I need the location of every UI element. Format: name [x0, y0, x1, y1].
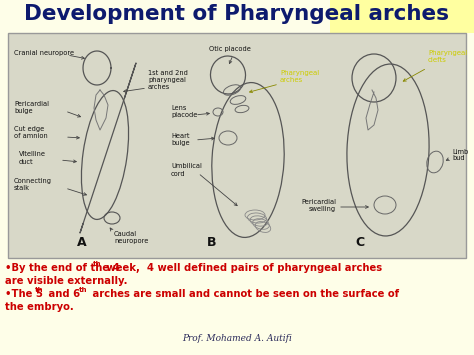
Text: Heart
bulge: Heart bulge: [171, 132, 190, 146]
Text: Limb
bud: Limb bud: [452, 148, 468, 162]
Text: arches are small and cannot be seen on the surface of: arches are small and cannot be seen on t…: [89, 289, 399, 299]
Text: Cranial neuropore: Cranial neuropore: [14, 50, 74, 56]
Text: th: th: [35, 286, 44, 293]
Text: the embryo.: the embryo.: [5, 302, 74, 312]
Text: B: B: [207, 235, 217, 248]
FancyBboxPatch shape: [330, 0, 474, 33]
Text: Prof. Mohamed A. Autifi: Prof. Mohamed A. Autifi: [182, 334, 292, 343]
Text: Umbilical
cord: Umbilical cord: [171, 164, 202, 176]
Text: and 6: and 6: [45, 289, 80, 299]
Text: Pericardial
bulge: Pericardial bulge: [14, 100, 49, 114]
Text: Pericardial
swelling: Pericardial swelling: [301, 200, 336, 213]
Text: week,  4 well defined pairs of pharyngeal arches: week, 4 well defined pairs of pharyngeal…: [103, 263, 382, 273]
Text: Caudal
neuropore: Caudal neuropore: [114, 231, 148, 245]
Text: Connecting
stalk: Connecting stalk: [14, 178, 52, 191]
Text: Lens
placode: Lens placode: [171, 105, 197, 119]
Text: •By the end of the 4: •By the end of the 4: [5, 263, 120, 273]
Text: C: C: [356, 235, 365, 248]
Text: 1st and 2nd
pharyngeal
arches: 1st and 2nd pharyngeal arches: [148, 70, 188, 90]
Text: th: th: [79, 286, 88, 293]
Text: Pharyngeal
clefts: Pharyngeal clefts: [428, 49, 467, 62]
Text: Otic placode: Otic placode: [209, 46, 251, 52]
Text: Cut edge
of amnion: Cut edge of amnion: [14, 126, 48, 140]
Text: •The 5: •The 5: [5, 289, 43, 299]
Text: th: th: [93, 261, 101, 267]
Text: A: A: [77, 235, 87, 248]
FancyBboxPatch shape: [8, 33, 466, 258]
Text: Development of Pharyngeal arches: Development of Pharyngeal arches: [25, 4, 449, 24]
Text: are visible externally.: are visible externally.: [5, 276, 128, 286]
Text: Pharyngeal
arches: Pharyngeal arches: [280, 70, 319, 82]
Text: Vitelline
duct: Vitelline duct: [19, 152, 46, 164]
